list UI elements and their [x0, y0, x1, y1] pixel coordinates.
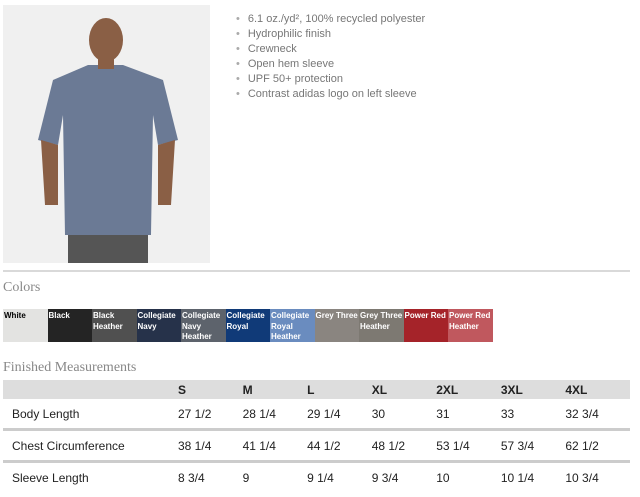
measurement-cell: 29 1/4 — [307, 399, 372, 431]
row-label: Body Length — [3, 399, 178, 431]
measurement-cell: 31 — [436, 399, 501, 431]
measurement-cell: 9 — [242, 470, 250, 485]
measurement-cell: 44 1/2 — [307, 429, 372, 463]
size-header: 3XL — [500, 380, 566, 399]
row-label: Chest Circumference — [3, 429, 178, 463]
color-swatch[interactable]: Grey Three Heather — [359, 309, 404, 342]
color-swatch[interactable]: White — [3, 309, 48, 342]
feature-item: Open hem sleeve — [236, 57, 425, 72]
feature-item: Hydrophilic finish — [236, 27, 425, 42]
color-swatch[interactable]: Collegiate Royal Heather — [270, 309, 315, 342]
size-header: S — [178, 380, 243, 399]
color-swatch[interactable]: Collegiate Navy Heather — [181, 309, 226, 342]
measurement-cell: 38 1/4 — [178, 429, 243, 463]
color-swatch[interactable]: Black Heather — [92, 309, 137, 342]
product-photo — [3, 5, 210, 263]
color-swatch[interactable]: Collegiate Navy — [136, 309, 181, 342]
feature-item: 6.1 oz./yd², 100% recycled polyester — [236, 12, 425, 27]
measurement-cell: 10 — [436, 470, 450, 485]
size-header: M — [242, 380, 308, 399]
table-row: Chest Circumference 38 1/4 41 1/4 44 1/2 48 … — [3, 429, 630, 463]
table-row: Sleeve Length 8 3/4 9 9 1/4 9 3/4 10 10 1/4 10 … — [3, 462, 630, 493]
measurement-cell: 33 — [500, 399, 566, 431]
color-swatches: White Black Black Heather Collegiate Navy Co… — [3, 309, 493, 342]
row-label: Sleeve Length — [12, 470, 89, 485]
feature-item: UPF 50+ protection — [236, 72, 425, 87]
size-header: 4XL — [565, 380, 630, 399]
colors-heading: Colors — [3, 280, 41, 295]
measurement-cell: 41 1/4 — [242, 429, 308, 463]
color-swatch[interactable]: Black — [47, 309, 92, 342]
measurement-cell: 8 3/4 — [178, 470, 205, 485]
measurement-cell: 30 — [371, 399, 437, 431]
feature-item: Crewneck — [236, 42, 425, 57]
measurement-cell: 9 1/4 — [307, 470, 334, 485]
size-header: XL — [371, 380, 437, 399]
measurement-cell: 27 1/2 — [178, 399, 243, 431]
size-header: L — [307, 380, 372, 399]
measurement-cell: 28 1/4 — [242, 399, 308, 431]
feature-item: Contrast adidas logo on left sleeve — [236, 87, 425, 102]
measurement-cell: 53 1/4 — [436, 429, 501, 463]
color-swatch[interactable]: Grey Three — [314, 309, 359, 342]
measurements-heading: Finished Measurements — [3, 360, 137, 375]
color-swatch[interactable]: Collegiate Royal — [225, 309, 270, 342]
color-swatch[interactable]: Power Red — [403, 309, 448, 342]
measurement-cell: 32 3/4 — [565, 399, 630, 431]
measurements-table: S M L XL 2XL 3XL 4XL Body Length 27 1/2 28 1/4 29… — [3, 380, 630, 492]
measurement-cell: 9 3/4 — [371, 470, 399, 485]
table-row: Body Length 27 1/2 28 1/4 29 1/4 30 31 33 32 3/… — [3, 399, 630, 431]
measurement-cell: 10 3/4 — [565, 470, 599, 485]
measurement-cell: 62 1/2 — [565, 429, 630, 463]
measurement-cell: 57 3/4 — [500, 429, 566, 463]
color-swatch[interactable]: Power Red Heather — [448, 309, 493, 342]
measurement-cell: 48 1/2 — [371, 429, 437, 463]
size-header: 2XL — [436, 380, 501, 399]
header-blank — [3, 380, 178, 399]
feature-list: 6.1 oz./yd², 100% recycled polyesterHydr… — [236, 12, 425, 102]
divider — [3, 270, 630, 272]
measurement-cell: 10 1/4 — [500, 470, 535, 485]
